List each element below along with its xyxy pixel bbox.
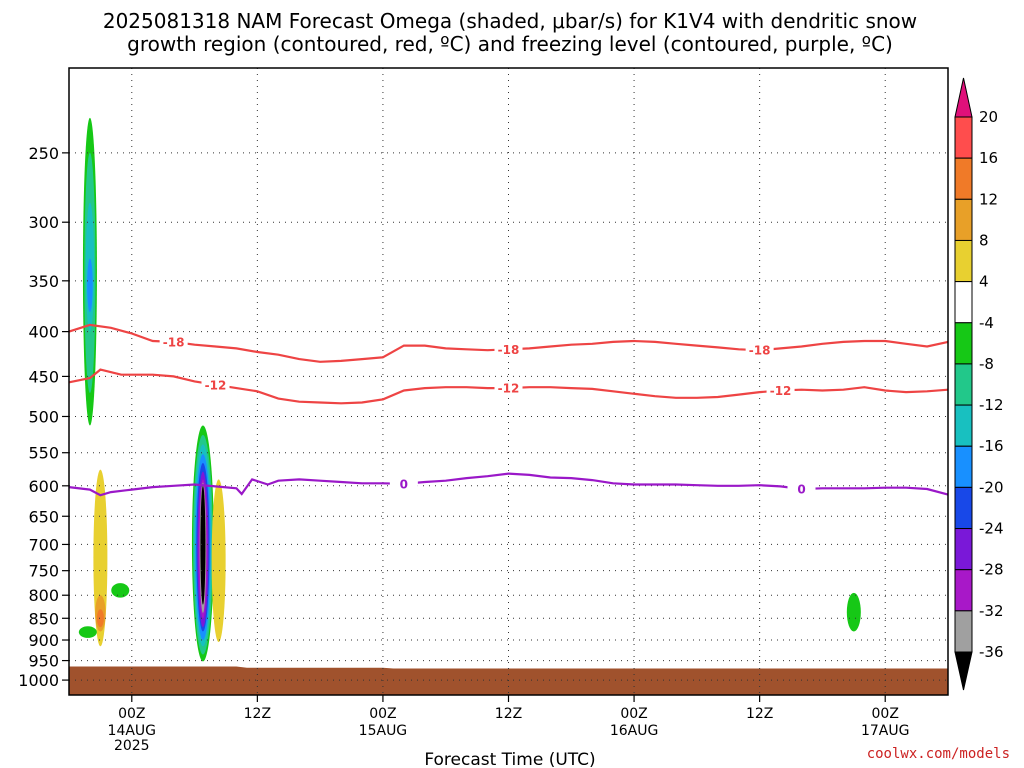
colorbar-swatch-1 <box>954 157 973 200</box>
colorbar-tick-label-1: 16 <box>979 149 998 167</box>
y-tick-label-850: 850 <box>28 609 59 628</box>
x-tick-label-3: 12Z <box>495 706 522 722</box>
contour-label-1-0: -12 <box>205 378 227 392</box>
colorbar-swatch-11 <box>954 569 973 612</box>
contour-label-bg-0-1 <box>494 342 523 357</box>
colorbar-swatch-10 <box>954 528 973 571</box>
contour-label-1-1: -12 <box>498 382 520 396</box>
colorbar-swatch-3 <box>954 239 973 283</box>
x-tick-label-0: 00Z <box>118 706 145 722</box>
x-tick-date-4: 16AUG <box>610 723 659 739</box>
omega-subsidence-1-level-1 <box>96 609 104 628</box>
colorbar-tick-label-6: -8 <box>979 355 994 373</box>
x-tick-date-0: 14AUG <box>108 723 157 739</box>
y-tick-label-400: 400 <box>28 323 59 342</box>
colorbar-bottom-arrow <box>954 651 973 691</box>
colorbar: 20 16 12 8 4 -4 -8 -12 -16 -20 -24 -28 -32 -36 <box>954 77 1004 691</box>
colorbar-swatch-9 <box>954 486 973 530</box>
y-tick-label-800: 800 <box>28 586 59 605</box>
y-tick-label-600: 600 <box>28 477 59 496</box>
y-tick-label-1000: 1000 <box>18 671 59 690</box>
colorbar-top-arrow <box>954 77 973 118</box>
colorbar-swatch-8 <box>954 445 973 488</box>
colorbar-tick-label-9: -20 <box>979 478 1004 496</box>
x-tick-label-4: 00Z <box>620 706 647 722</box>
y-tick-label-650: 650 <box>28 507 59 526</box>
contour-label-bg-0-2 <box>745 343 774 358</box>
contour-label-2-0: 0 <box>400 477 408 491</box>
omega-subsidence-5 <box>211 479 226 643</box>
x-tick-label-5: 12Z <box>746 706 773 722</box>
colorbar-tick-label-5: -4 <box>979 314 994 332</box>
contour-label-bg-0-0 <box>159 334 188 349</box>
y-tick-label-500: 500 <box>28 407 59 426</box>
omega-uplift-6 <box>846 592 861 632</box>
y-tick-label-300: 300 <box>28 213 59 232</box>
colorbar-tick-label-12: -32 <box>979 602 1004 620</box>
colorbar-swatch-4 <box>954 281 973 324</box>
y-tick-label-550: 550 <box>28 444 59 463</box>
colorbar-swatch-5 <box>954 322 973 365</box>
colorbar-tick-label-0: 20 <box>979 108 998 126</box>
colorbar-tick-label-4: 4 <box>979 273 989 291</box>
colorbar-swatch-7 <box>954 404 973 447</box>
omega-uplift-0-level-2 <box>87 258 93 313</box>
colorbar-tick-label-7: -12 <box>979 396 1004 414</box>
omega-uplift-4-level-7 <box>200 485 206 605</box>
grid-lines <box>69 68 948 695</box>
contour-label-bg-2-0 <box>389 476 418 491</box>
colorbar-tick-label-8: -16 <box>979 437 1004 455</box>
colorbar-swatch-2 <box>954 198 973 241</box>
y-tick-label-250: 250 <box>28 144 59 163</box>
contour-label-bg-2-1 <box>787 481 816 496</box>
contour-lines: -18 -18 -18 -12 -12 -12 0 0 <box>68 323 949 496</box>
omega-uplift-3 <box>78 626 97 638</box>
x-tick-date-2: 15AUG <box>359 723 408 739</box>
contour-label-0-1: -18 <box>498 343 520 357</box>
colorbar-tick-label-13: -36 <box>979 643 1004 661</box>
contour-label-bg-1-2 <box>766 383 795 398</box>
colorbar-swatch-12 <box>954 610 973 653</box>
x-tick-label-6: 00Z <box>872 706 899 722</box>
colorbar-swatch-6 <box>954 363 973 406</box>
chart-title-line-2: growth region (contoured, red, ºC) and f… <box>127 32 893 56</box>
contour-label-bg-1-0 <box>201 377 230 392</box>
colorbar-swatch-0 <box>954 116 973 159</box>
x-tick-label-2: 00Z <box>369 706 396 722</box>
colorbar-tick-label-10: -24 <box>979 520 1004 538</box>
y-tick-label-350: 350 <box>28 272 59 291</box>
y-axis-ticks: 250 300 350 400 450 500 550 600 650 700 750 800 850 9… <box>18 144 69 690</box>
contour-label-bg-1-1 <box>494 381 523 396</box>
contour-label-0-0: -18 <box>163 335 185 349</box>
y-tick-label-900: 900 <box>28 631 59 650</box>
y-tick-label-750: 750 <box>28 562 59 581</box>
x-tick-year-0: 2025 <box>114 738 150 754</box>
contour-label-2-1: 0 <box>797 482 805 496</box>
x-tick-label-1: 12Z <box>244 706 271 722</box>
colorbar-tick-label-2: 12 <box>979 190 998 208</box>
contour-label-1-2: -12 <box>770 384 792 398</box>
y-tick-label-700: 700 <box>28 535 59 554</box>
contour-label-0-2: -18 <box>749 344 771 358</box>
chart-title-line-1: 2025081318 NAM Forecast Omega (shaded, μ… <box>103 9 917 33</box>
x-tick-date-6: 17AUG <box>861 723 910 739</box>
colorbar-tick-label-3: 8 <box>979 231 989 249</box>
colorbar-tick-label-11: -28 <box>979 561 1004 579</box>
x-axis-label: Forecast Time (UTC) <box>424 750 595 768</box>
credit-text: coolwx.com/models <box>867 746 1010 762</box>
y-tick-label-450: 450 <box>28 367 59 386</box>
omega-uplift-2 <box>111 583 130 598</box>
y-tick-label-950: 950 <box>28 652 59 671</box>
